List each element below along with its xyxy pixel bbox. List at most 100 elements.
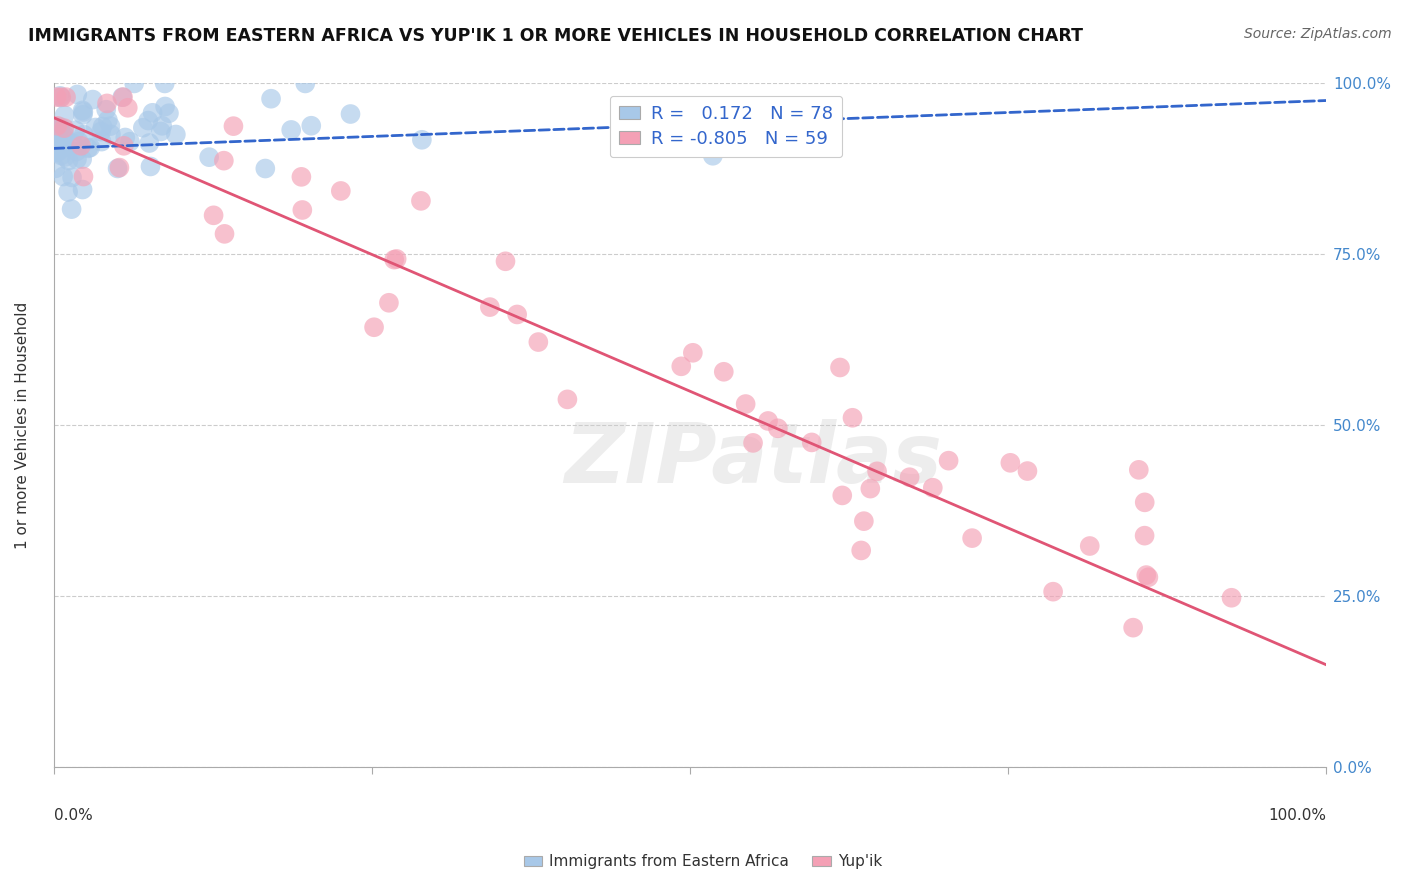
Point bbox=[65, 145, 87, 159]
Point bbox=[1135, 568, 1157, 582]
Point bbox=[44, 133, 66, 147]
Point bbox=[65, 123, 87, 137]
Point bbox=[44, 145, 66, 159]
Point bbox=[72, 169, 94, 184]
Point bbox=[1000, 456, 1022, 470]
Point bbox=[53, 121, 76, 136]
Point bbox=[280, 123, 302, 137]
Text: IMMIGRANTS FROM EASTERN AFRICA VS YUP'IK 1 OR MORE VEHICLES IN HOUSEHOLD CORRELA: IMMIGRANTS FROM EASTERN AFRICA VS YUP'IK… bbox=[28, 27, 1083, 45]
Point bbox=[702, 149, 724, 163]
Point bbox=[378, 295, 401, 310]
Point bbox=[222, 119, 245, 133]
Point bbox=[921, 481, 943, 495]
Point bbox=[157, 106, 180, 120]
Point bbox=[1122, 621, 1144, 635]
Point bbox=[52, 169, 75, 184]
Point bbox=[117, 101, 139, 115]
Point bbox=[254, 161, 277, 176]
Point bbox=[409, 194, 432, 208]
Point bbox=[1137, 570, 1160, 584]
Point bbox=[149, 124, 172, 138]
Point bbox=[290, 169, 312, 184]
Point bbox=[53, 108, 76, 122]
Point bbox=[45, 145, 67, 160]
Point bbox=[72, 108, 94, 122]
Point bbox=[339, 107, 361, 121]
Point bbox=[212, 153, 235, 168]
Point bbox=[671, 359, 693, 374]
Point bbox=[107, 161, 129, 176]
Point bbox=[53, 131, 76, 145]
Point bbox=[385, 252, 408, 266]
Point bbox=[763, 118, 786, 132]
Point bbox=[79, 140, 101, 154]
Point bbox=[740, 132, 762, 146]
Point bbox=[67, 135, 90, 149]
Point bbox=[851, 543, 873, 558]
Point bbox=[53, 128, 76, 143]
Point bbox=[214, 227, 236, 241]
Point bbox=[82, 93, 104, 107]
Point bbox=[49, 90, 72, 104]
Point bbox=[938, 453, 960, 467]
Point bbox=[766, 421, 789, 435]
Point bbox=[91, 120, 114, 134]
Point bbox=[1133, 495, 1156, 509]
Point bbox=[111, 90, 134, 104]
Point bbox=[45, 140, 67, 154]
Point bbox=[198, 150, 221, 164]
Point bbox=[49, 88, 72, 103]
Point bbox=[62, 136, 84, 151]
Point bbox=[49, 120, 72, 134]
Point bbox=[714, 103, 737, 118]
Point bbox=[58, 153, 80, 168]
Point bbox=[46, 123, 69, 137]
Point bbox=[153, 77, 176, 91]
Point bbox=[45, 90, 67, 104]
Point bbox=[165, 128, 187, 142]
Point bbox=[55, 140, 77, 154]
Point bbox=[1042, 584, 1064, 599]
Point bbox=[139, 160, 162, 174]
Point bbox=[96, 96, 118, 111]
Y-axis label: 1 or more Vehicles in Household: 1 or more Vehicles in Household bbox=[15, 301, 30, 549]
Point bbox=[506, 308, 529, 322]
Point bbox=[800, 435, 823, 450]
Point bbox=[100, 119, 122, 133]
Point bbox=[72, 103, 94, 118]
Point bbox=[960, 531, 983, 545]
Point bbox=[90, 125, 112, 139]
Text: 100.0%: 100.0% bbox=[1268, 808, 1326, 823]
Point bbox=[53, 150, 76, 164]
Point bbox=[898, 470, 921, 484]
Point bbox=[48, 139, 70, 153]
Point bbox=[831, 488, 853, 502]
Point bbox=[46, 119, 69, 133]
Point bbox=[291, 202, 314, 217]
Point bbox=[363, 320, 385, 334]
Point bbox=[478, 300, 501, 314]
Point bbox=[852, 514, 875, 528]
Point bbox=[97, 113, 120, 128]
Point bbox=[55, 90, 77, 104]
Legend: Immigrants from Eastern Africa, Yup'ik: Immigrants from Eastern Africa, Yup'ik bbox=[517, 848, 889, 875]
Point bbox=[1078, 539, 1101, 553]
Point bbox=[122, 77, 145, 91]
Point bbox=[557, 392, 579, 407]
Point bbox=[70, 138, 93, 153]
Point bbox=[51, 90, 73, 104]
Point bbox=[738, 134, 761, 148]
Text: ZIPatlas: ZIPatlas bbox=[565, 419, 942, 500]
Point bbox=[60, 202, 83, 216]
Point bbox=[1133, 529, 1156, 543]
Point bbox=[734, 397, 756, 411]
Point bbox=[841, 410, 863, 425]
Point bbox=[49, 121, 72, 136]
Point bbox=[118, 135, 141, 149]
Point bbox=[44, 161, 66, 176]
Point bbox=[73, 128, 96, 142]
Point bbox=[411, 133, 433, 147]
Point bbox=[153, 99, 176, 113]
Point bbox=[60, 170, 83, 185]
Point bbox=[260, 92, 283, 106]
